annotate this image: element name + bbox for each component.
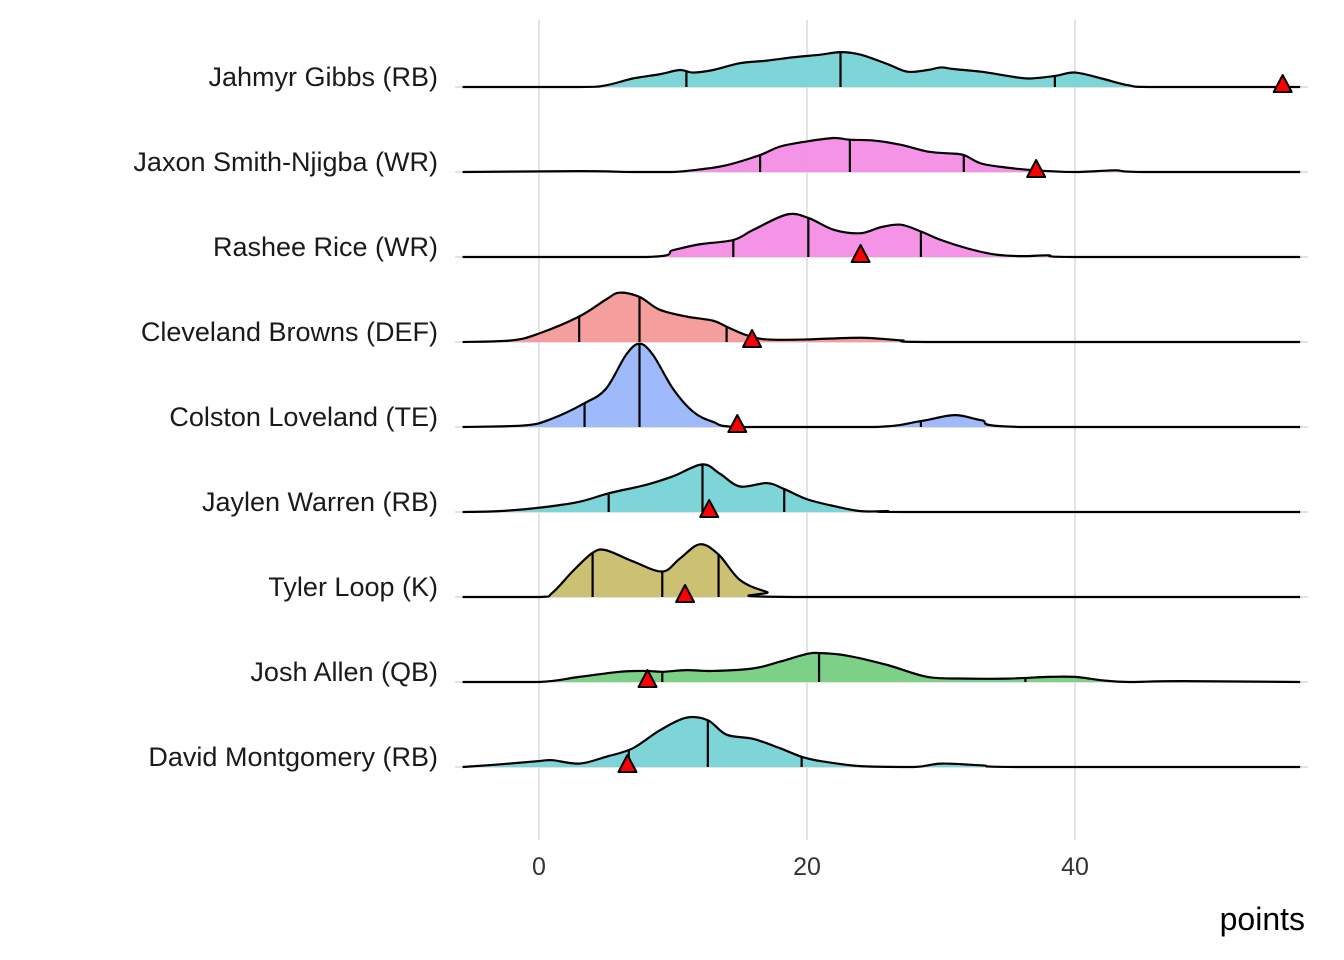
density-outline (462, 463, 1301, 514)
ridge-1 (462, 136, 1301, 178)
density-outline (462, 651, 1301, 684)
density-fill (462, 652, 1301, 682)
density-fill (462, 213, 1301, 257)
actual-points-marker (850, 244, 871, 263)
ridge-7 (462, 651, 1301, 688)
density-outline (462, 212, 1301, 259)
ridge-2 (462, 212, 1301, 263)
density-outline (462, 543, 1301, 599)
y-label: Jaxon Smith-Njigba (WR) (133, 147, 438, 177)
density-outline (462, 342, 1301, 429)
x-tick-label: 20 (793, 853, 821, 881)
density-fill (462, 137, 1301, 172)
ridge-8 (462, 715, 1301, 773)
x-axis-ticks: 0 20 40 (532, 853, 1089, 881)
density-fill (462, 544, 1301, 597)
density-fill (462, 343, 1301, 427)
y-label: Rashee Rice (WR) (213, 232, 438, 262)
actual-points-marker (675, 584, 696, 603)
density-outline (462, 291, 1301, 344)
actual-points-marker (1026, 159, 1047, 178)
y-label: Tyler Loop (K) (268, 572, 438, 602)
density-fill (462, 292, 1301, 342)
actual-points-marker (727, 414, 748, 433)
density-outline (462, 136, 1301, 174)
x-tick-label: 40 (1061, 853, 1089, 881)
ridge-6 (462, 543, 1301, 603)
y-label: Cleveland Browns (DEF) (141, 317, 438, 347)
y-label: Josh Allen (QB) (250, 657, 438, 687)
density-outline (462, 51, 1301, 89)
actual-points-marker (637, 669, 658, 688)
y-label: Jahmyr Gibbs (RB) (208, 62, 438, 92)
ridge-3 (462, 291, 1301, 348)
y-label: David Montgomery (RB) (148, 742, 438, 772)
y-axis-labels: Jahmyr Gibbs (RB) Jaxon Smith-Njigba (WR)… (133, 62, 438, 772)
x-axis-title: points (1220, 901, 1305, 937)
actual-points-marker (1272, 74, 1293, 93)
ridges (462, 51, 1301, 773)
x-tick-label: 0 (532, 853, 546, 881)
density-fill (462, 52, 1301, 87)
actual-points-marker (699, 499, 720, 518)
density-fill (462, 464, 1301, 512)
ridge-5 (462, 463, 1301, 518)
density-fill (462, 716, 1301, 767)
actual-points-marker (617, 754, 638, 773)
actual-points-marker (742, 329, 763, 348)
y-label: Colston Loveland (TE) (169, 402, 438, 432)
y-label: Jaylen Warren (RB) (202, 487, 438, 517)
ridge-0 (462, 51, 1301, 93)
ridge-4 (462, 342, 1301, 433)
density-outline (462, 715, 1301, 769)
